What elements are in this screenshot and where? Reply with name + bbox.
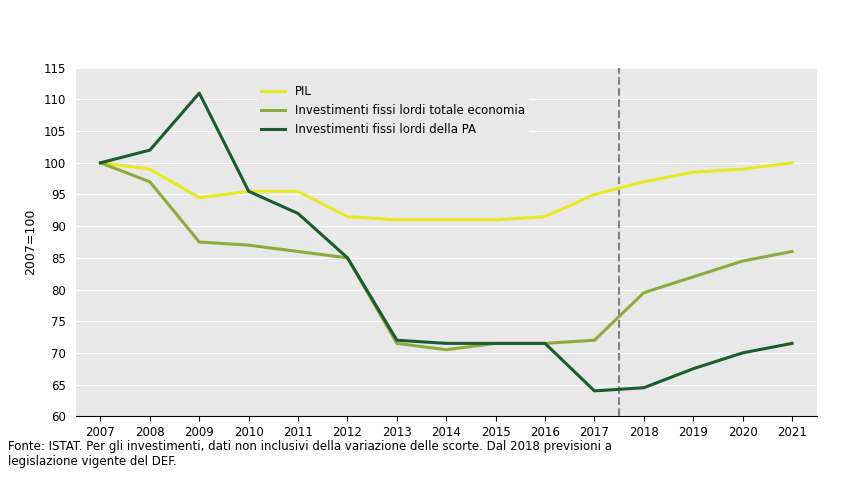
- Legend: PIL, Investimenti fissi lordi totale economia, Investimenti fissi lordi della PA: PIL, Investimenti fissi lordi totale eco…: [257, 81, 530, 141]
- Y-axis label: 2007=100: 2007=100: [24, 209, 37, 275]
- Text: FIGURA R.1: PIL E INVESTIMENTI FISSI LORDI (numeri indice su dati a prezzi 2010): FIGURA R.1: PIL E INVESTIMENTI FISSI LOR…: [8, 24, 689, 39]
- Text: Fonte: ISTAT. Per gli investimenti, dati non inclusivi della variazione delle sc: Fonte: ISTAT. Per gli investimenti, dati…: [8, 440, 612, 469]
